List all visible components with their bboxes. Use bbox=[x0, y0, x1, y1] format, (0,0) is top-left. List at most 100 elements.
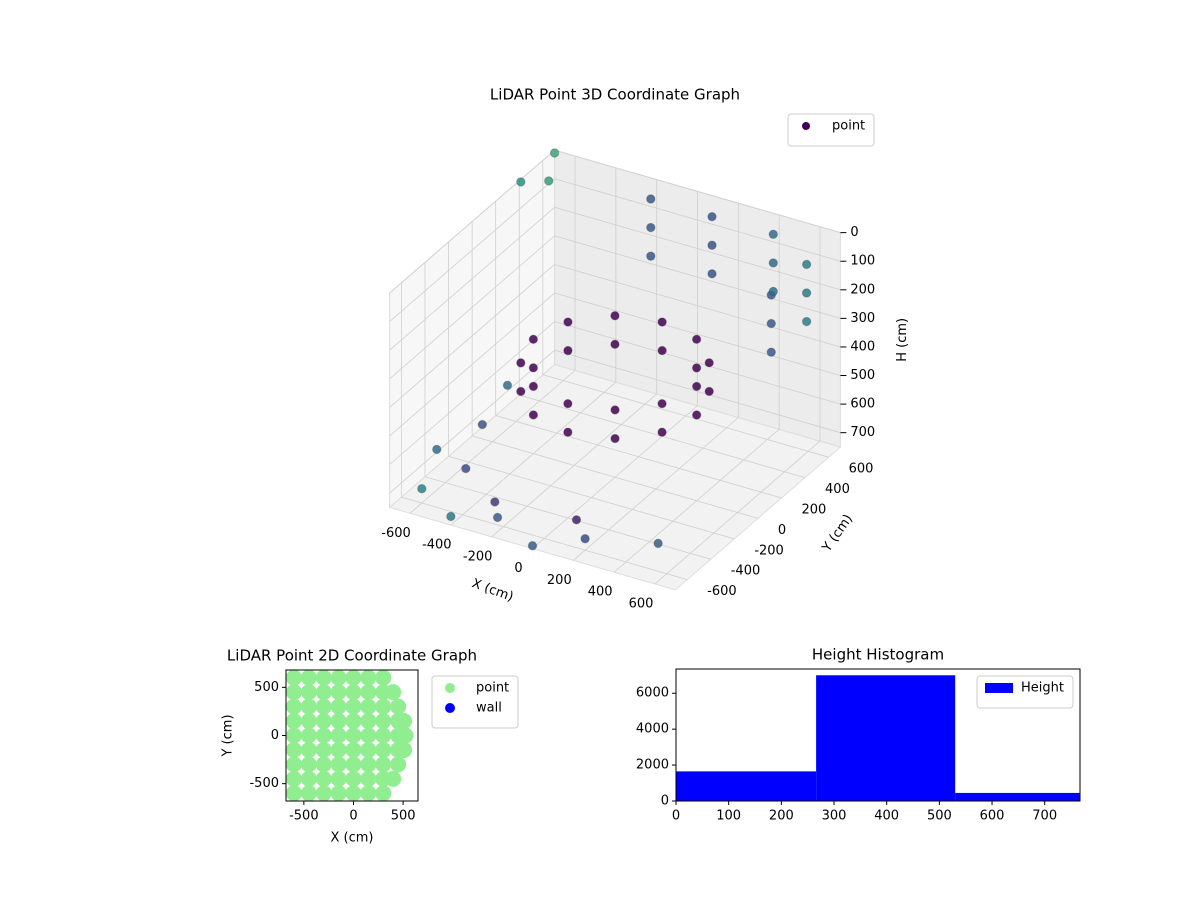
z-tick-label: 0 bbox=[850, 225, 858, 240]
grid-line bbox=[389, 292, 555, 437]
point bbox=[330, 770, 347, 787]
x-tick-label: 400 bbox=[874, 809, 899, 824]
point bbox=[286, 741, 302, 758]
legend-label: point bbox=[476, 681, 509, 696]
bar bbox=[955, 792, 1080, 801]
point bbox=[300, 670, 317, 686]
y-tick-label: 6000 bbox=[636, 686, 669, 701]
point bbox=[704, 358, 714, 368]
y-tick-label: 500 bbox=[254, 680, 279, 695]
point bbox=[385, 684, 402, 701]
point bbox=[768, 229, 778, 240]
z-axis-label: H (cm) bbox=[895, 318, 910, 362]
point bbox=[768, 258, 778, 268]
point bbox=[286, 684, 302, 701]
point bbox=[345, 756, 362, 773]
y-tick-label: 2000 bbox=[636, 758, 669, 773]
point bbox=[300, 756, 317, 773]
point bbox=[563, 345, 573, 356]
point bbox=[300, 684, 317, 701]
point bbox=[300, 741, 317, 758]
grid-line bbox=[389, 178, 555, 322]
point bbox=[286, 727, 302, 744]
grid-line bbox=[554, 206, 841, 291]
point bbox=[691, 363, 702, 373]
point bbox=[286, 756, 302, 773]
bar bbox=[676, 771, 817, 801]
y-tick-label: -500 bbox=[249, 776, 279, 791]
point bbox=[528, 410, 539, 420]
grid-line bbox=[554, 264, 841, 348]
point bbox=[502, 380, 513, 390]
point bbox=[330, 698, 347, 715]
point bbox=[315, 684, 332, 701]
point bbox=[646, 222, 656, 233]
grid-line bbox=[389, 149, 555, 294]
y-tick-label: 0 bbox=[778, 523, 786, 538]
point bbox=[375, 756, 392, 773]
point bbox=[315, 713, 332, 730]
point bbox=[528, 381, 539, 392]
grid-line bbox=[401, 496, 688, 581]
point bbox=[528, 363, 539, 373]
grid-line bbox=[389, 264, 555, 408]
z-tick-label: 200 bbox=[850, 282, 875, 297]
plot-area bbox=[286, 670, 414, 801]
bar bbox=[816, 675, 956, 801]
point bbox=[516, 386, 526, 397]
point bbox=[516, 358, 526, 368]
grid-line bbox=[424, 476, 711, 560]
point bbox=[330, 785, 347, 801]
grid-line bbox=[542, 374, 829, 458]
point bbox=[571, 515, 582, 525]
point bbox=[330, 741, 347, 758]
point bbox=[345, 770, 362, 787]
point bbox=[610, 433, 620, 444]
point bbox=[360, 670, 377, 686]
x-tick-label: 0 bbox=[514, 561, 522, 576]
point bbox=[646, 251, 656, 261]
axes-frame bbox=[285, 669, 419, 802]
point bbox=[375, 713, 392, 730]
y-tick-label: 4000 bbox=[636, 722, 669, 737]
point bbox=[516, 177, 526, 187]
grid-line bbox=[389, 206, 555, 351]
legend-label: wall bbox=[476, 701, 502, 716]
legend-swatch bbox=[985, 683, 1013, 693]
y-tick-label: -600 bbox=[707, 584, 737, 599]
point bbox=[563, 427, 573, 437]
point bbox=[286, 785, 302, 801]
point bbox=[330, 713, 347, 730]
point bbox=[300, 770, 317, 787]
point bbox=[549, 148, 560, 158]
point bbox=[610, 405, 620, 415]
point bbox=[345, 713, 362, 730]
point bbox=[375, 670, 392, 686]
legend-label: point bbox=[832, 119, 865, 134]
z-tick-label: 600 bbox=[850, 397, 875, 412]
grid-line bbox=[554, 321, 841, 405]
point bbox=[390, 756, 407, 773]
z-tick-label: 100 bbox=[850, 254, 875, 269]
point bbox=[492, 512, 503, 523]
point bbox=[360, 741, 377, 758]
x-tick-label: -500 bbox=[289, 809, 319, 824]
x-tick-label: -200 bbox=[463, 549, 493, 564]
grid-line bbox=[554, 349, 841, 434]
x-tick-label: 0 bbox=[349, 809, 357, 824]
point bbox=[657, 427, 667, 437]
point bbox=[768, 286, 778, 297]
x-tick-label: 400 bbox=[588, 585, 613, 600]
point bbox=[360, 756, 377, 773]
point bbox=[432, 444, 442, 455]
point bbox=[286, 770, 302, 787]
grid-line bbox=[554, 178, 841, 262]
point bbox=[360, 684, 377, 701]
point bbox=[360, 785, 377, 801]
grid-line bbox=[389, 321, 555, 465]
point bbox=[417, 484, 427, 494]
point bbox=[691, 381, 702, 392]
point bbox=[300, 698, 317, 715]
point bbox=[801, 259, 812, 270]
